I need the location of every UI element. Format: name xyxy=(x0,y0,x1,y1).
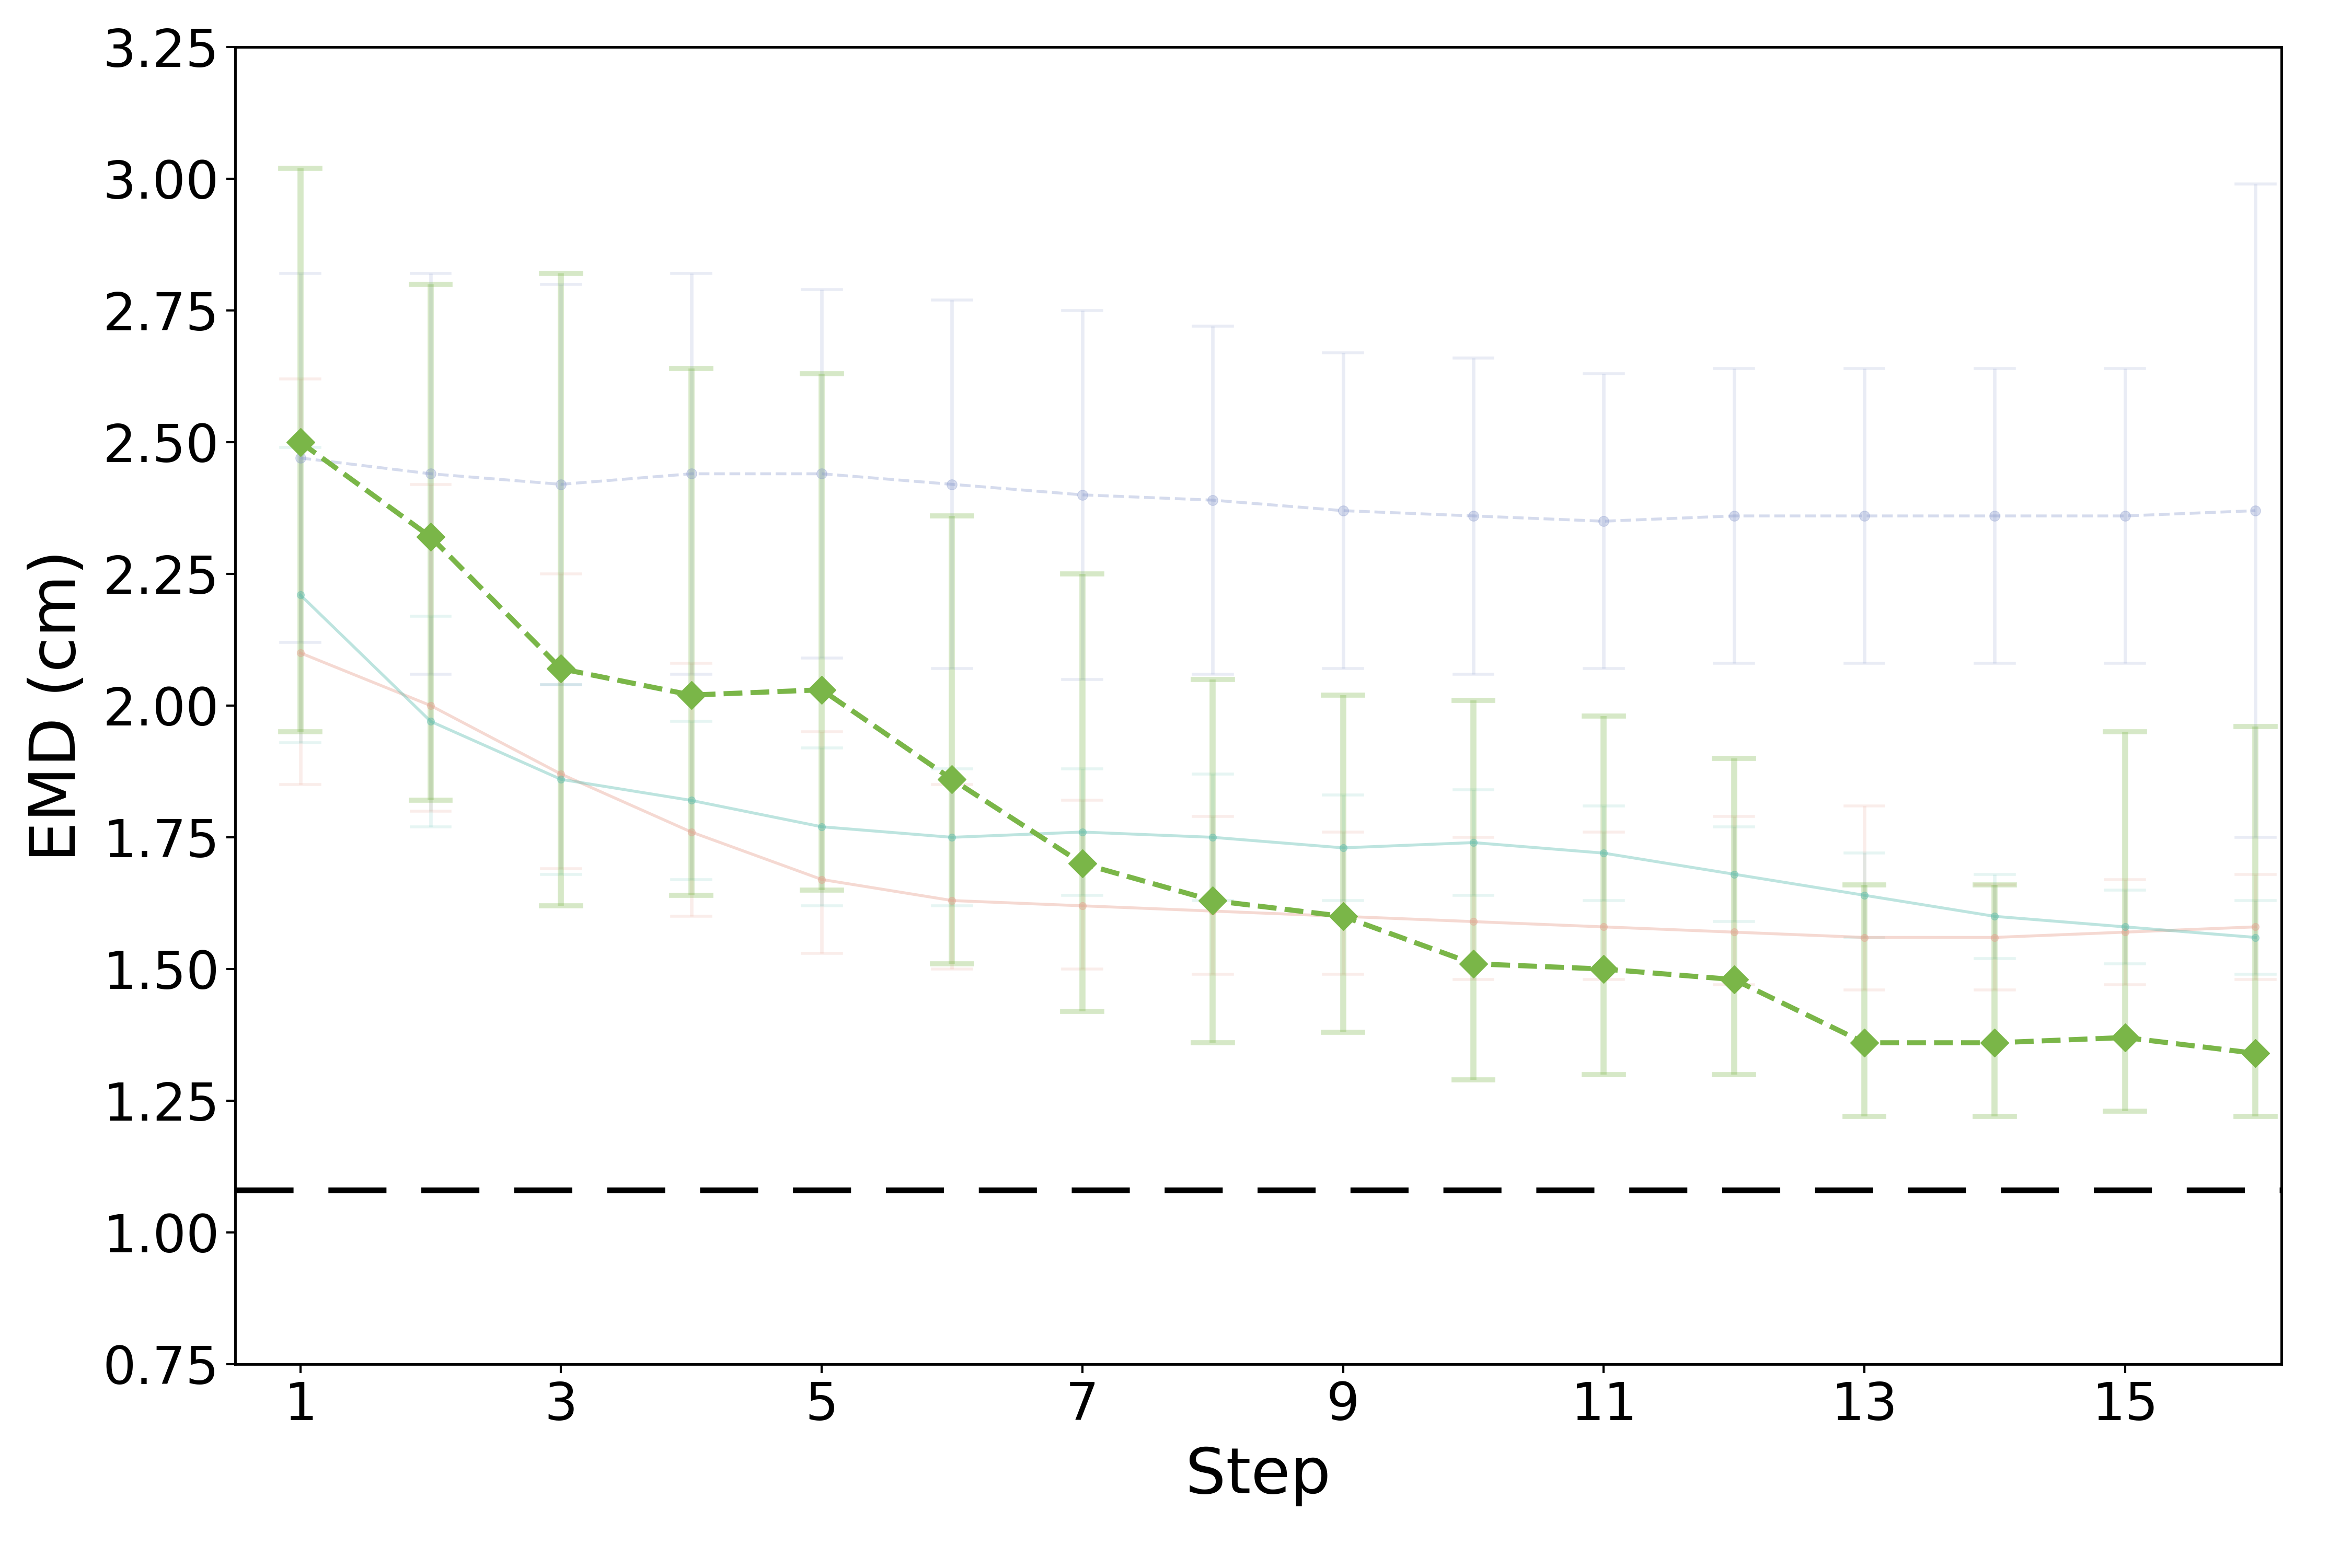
Y-axis label: EMD (cm): EMD (cm) xyxy=(28,549,89,862)
X-axis label: Step: Step xyxy=(1185,1446,1331,1507)
